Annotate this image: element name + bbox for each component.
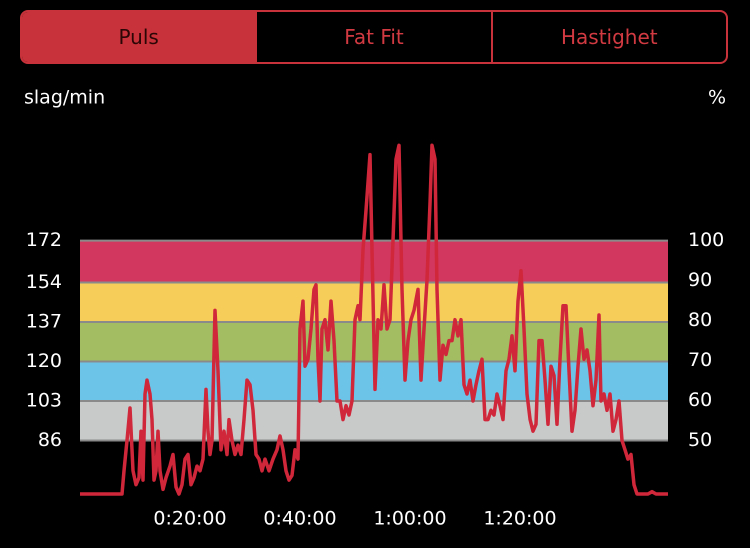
tab-bar: Puls Fat Fit Hastighet: [20, 10, 728, 64]
y2-tick-label: 100: [688, 229, 724, 251]
x-tick-label: 1:00:00: [373, 508, 446, 530]
y2-tick-label: 70: [688, 349, 712, 371]
y2-tick-label: 80: [688, 309, 712, 331]
x-tick-label: 1:20:00: [483, 508, 556, 530]
y-tick-label: 86: [38, 429, 62, 451]
y2-tick-label: 60: [688, 389, 712, 411]
x-tick-label: 0:20:00: [153, 508, 226, 530]
y-tick-label: 172: [26, 229, 62, 251]
zone-band: [80, 401, 668, 441]
y-axis-label: slag/min: [24, 87, 105, 109]
y2-tick-label: 90: [688, 269, 712, 291]
tab[interactable]: Fat Fit: [255, 12, 490, 62]
y-tick-label: 120: [26, 350, 62, 372]
y-tick-label: 154: [26, 271, 62, 293]
y-tick-label: 137: [26, 310, 62, 332]
y2-tick-label: 50: [688, 429, 712, 451]
heart-rate-line: [80, 143, 668, 496]
tab[interactable]: Hastighet: [490, 12, 726, 62]
x-tick-label: 0:40:00: [263, 508, 336, 530]
y-tick-label: 103: [26, 390, 62, 412]
tab[interactable]: Puls: [22, 12, 256, 62]
y2-axis-label: %: [708, 87, 726, 109]
